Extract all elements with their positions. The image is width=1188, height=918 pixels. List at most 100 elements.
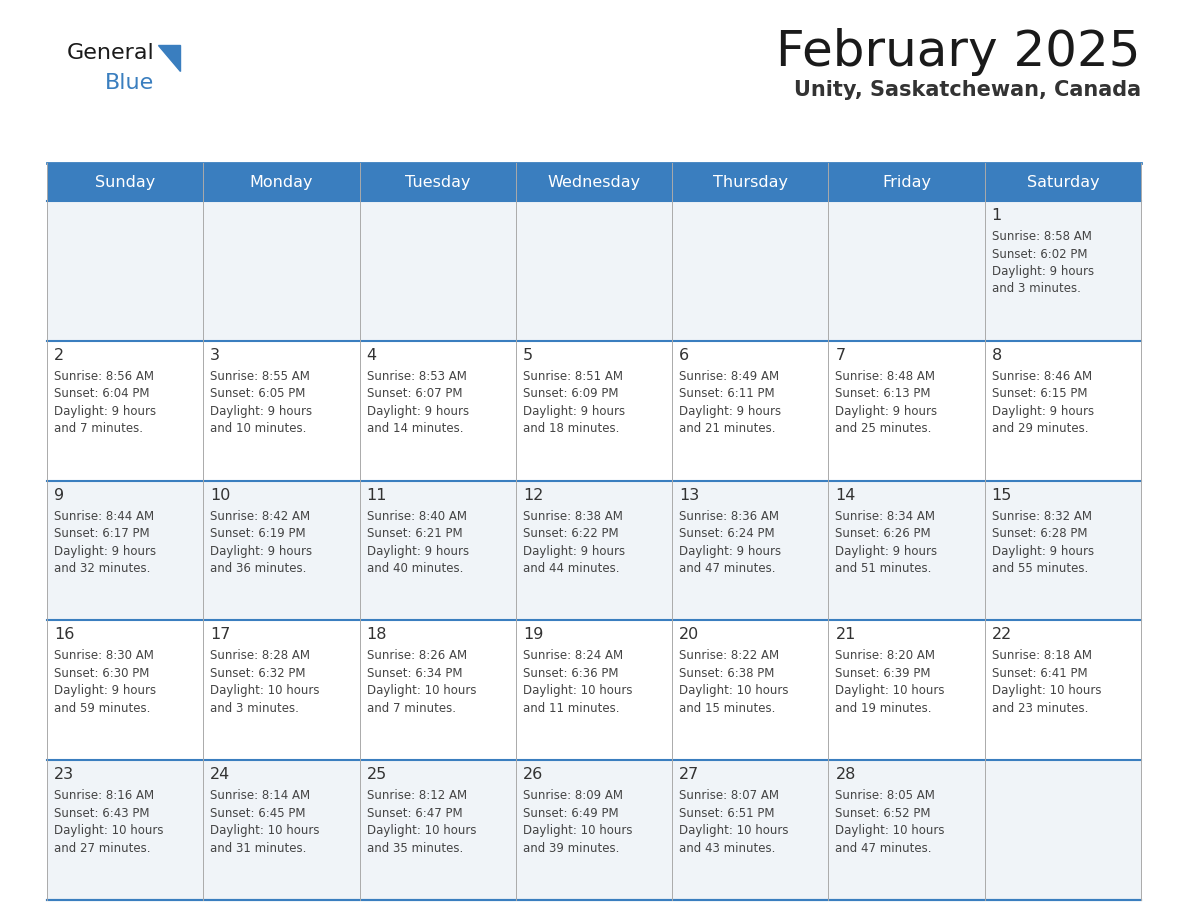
Bar (48, 341, 1140, 481)
Text: Sunrise: 8:42 AM: Sunrise: 8:42 AM (210, 509, 310, 522)
Text: Sunset: 6:02 PM: Sunset: 6:02 PM (992, 248, 1087, 261)
Text: Sunrise: 8:53 AM: Sunrise: 8:53 AM (367, 370, 467, 383)
Text: and 25 minutes.: and 25 minutes. (835, 422, 931, 435)
Text: Sunset: 6:28 PM: Sunset: 6:28 PM (992, 527, 1087, 540)
Bar (48, 163, 1140, 201)
Text: Daylight: 9 hours: Daylight: 9 hours (53, 405, 156, 418)
Polygon shape (158, 45, 181, 71)
Text: 8: 8 (992, 348, 1001, 363)
Text: 2: 2 (53, 348, 64, 363)
Text: Sunset: 6:21 PM: Sunset: 6:21 PM (367, 527, 462, 540)
Text: and 36 minutes.: and 36 minutes. (210, 562, 307, 575)
Text: Sunset: 6:52 PM: Sunset: 6:52 PM (835, 807, 931, 820)
Text: Unity, Saskatchewan, Canada: Unity, Saskatchewan, Canada (794, 80, 1140, 100)
Text: Sunrise: 8:22 AM: Sunrise: 8:22 AM (680, 649, 779, 663)
Text: Daylight: 10 hours: Daylight: 10 hours (210, 824, 320, 837)
Text: and 10 minutes.: and 10 minutes. (210, 422, 307, 435)
Text: Daylight: 10 hours: Daylight: 10 hours (523, 685, 632, 698)
Text: Sunset: 6:24 PM: Sunset: 6:24 PM (680, 527, 775, 540)
Text: and 3 minutes.: and 3 minutes. (992, 283, 1081, 296)
Text: Sunrise: 8:16 AM: Sunrise: 8:16 AM (53, 789, 154, 802)
Text: Sunset: 6:36 PM: Sunset: 6:36 PM (523, 666, 619, 680)
Bar (48, 481, 1140, 621)
Text: Sunrise: 8:26 AM: Sunrise: 8:26 AM (367, 649, 467, 663)
Text: Daylight: 10 hours: Daylight: 10 hours (835, 685, 944, 698)
Text: Daylight: 9 hours: Daylight: 9 hours (210, 405, 312, 418)
Text: Daylight: 9 hours: Daylight: 9 hours (992, 405, 1094, 418)
Text: Daylight: 9 hours: Daylight: 9 hours (523, 544, 625, 557)
Text: Blue: Blue (105, 73, 154, 93)
Text: 28: 28 (835, 767, 855, 782)
Text: Sunset: 6:47 PM: Sunset: 6:47 PM (367, 807, 462, 820)
Text: 27: 27 (680, 767, 700, 782)
Text: and 47 minutes.: and 47 minutes. (835, 842, 931, 855)
Text: Daylight: 10 hours: Daylight: 10 hours (53, 824, 164, 837)
Text: Sunrise: 8:14 AM: Sunrise: 8:14 AM (210, 789, 310, 802)
Text: Sunrise: 8:51 AM: Sunrise: 8:51 AM (523, 370, 623, 383)
Text: Monday: Monday (249, 174, 314, 189)
Text: Daylight: 9 hours: Daylight: 9 hours (53, 685, 156, 698)
Text: 18: 18 (367, 627, 387, 643)
Text: Sunrise: 8:05 AM: Sunrise: 8:05 AM (835, 789, 935, 802)
Text: Sunset: 6:34 PM: Sunset: 6:34 PM (367, 666, 462, 680)
Text: Daylight: 10 hours: Daylight: 10 hours (367, 824, 476, 837)
Text: Sunset: 6:04 PM: Sunset: 6:04 PM (53, 387, 150, 400)
Text: and 18 minutes.: and 18 minutes. (523, 422, 619, 435)
Text: Thursday: Thursday (713, 174, 788, 189)
Text: 5: 5 (523, 348, 533, 363)
Text: Sunrise: 8:56 AM: Sunrise: 8:56 AM (53, 370, 154, 383)
Text: Daylight: 10 hours: Daylight: 10 hours (835, 824, 944, 837)
Text: Daylight: 10 hours: Daylight: 10 hours (992, 685, 1101, 698)
Text: Sunset: 6:38 PM: Sunset: 6:38 PM (680, 666, 775, 680)
Bar (48, 760, 1140, 900)
Text: and 39 minutes.: and 39 minutes. (523, 842, 619, 855)
Text: Sunrise: 8:36 AM: Sunrise: 8:36 AM (680, 509, 779, 522)
Text: and 27 minutes.: and 27 minutes. (53, 842, 151, 855)
Text: Sunrise: 8:24 AM: Sunrise: 8:24 AM (523, 649, 623, 663)
Text: Sunset: 6:15 PM: Sunset: 6:15 PM (992, 387, 1087, 400)
Text: Sunset: 6:51 PM: Sunset: 6:51 PM (680, 807, 775, 820)
Text: Sunrise: 8:38 AM: Sunrise: 8:38 AM (523, 509, 623, 522)
Text: 13: 13 (680, 487, 700, 502)
Text: and 47 minutes.: and 47 minutes. (680, 562, 776, 575)
Text: Sunset: 6:11 PM: Sunset: 6:11 PM (680, 387, 775, 400)
Text: Sunrise: 8:09 AM: Sunrise: 8:09 AM (523, 789, 623, 802)
Text: Daylight: 9 hours: Daylight: 9 hours (210, 544, 312, 557)
Text: General: General (67, 43, 154, 63)
Text: 20: 20 (680, 627, 700, 643)
Text: Sunrise: 8:55 AM: Sunrise: 8:55 AM (210, 370, 310, 383)
Text: Daylight: 9 hours: Daylight: 9 hours (992, 544, 1094, 557)
Text: Sunrise: 8:28 AM: Sunrise: 8:28 AM (210, 649, 310, 663)
Text: Sunrise: 8:48 AM: Sunrise: 8:48 AM (835, 370, 935, 383)
Text: Daylight: 9 hours: Daylight: 9 hours (992, 265, 1094, 278)
Text: 9: 9 (53, 487, 64, 502)
Text: Daylight: 9 hours: Daylight: 9 hours (523, 405, 625, 418)
Text: Sunrise: 8:18 AM: Sunrise: 8:18 AM (992, 649, 1092, 663)
Text: 21: 21 (835, 627, 855, 643)
Text: Daylight: 10 hours: Daylight: 10 hours (680, 824, 789, 837)
Text: Sunset: 6:09 PM: Sunset: 6:09 PM (523, 387, 619, 400)
Text: and 15 minutes.: and 15 minutes. (680, 702, 776, 715)
Text: Tuesday: Tuesday (405, 174, 470, 189)
Text: Sunset: 6:30 PM: Sunset: 6:30 PM (53, 666, 150, 680)
Text: and 55 minutes.: and 55 minutes. (992, 562, 1088, 575)
Bar (48, 201, 1140, 341)
Text: and 29 minutes.: and 29 minutes. (992, 422, 1088, 435)
Text: 17: 17 (210, 627, 230, 643)
Text: Daylight: 9 hours: Daylight: 9 hours (53, 544, 156, 557)
Text: and 35 minutes.: and 35 minutes. (367, 842, 463, 855)
Text: Wednesday: Wednesday (548, 174, 640, 189)
Text: 26: 26 (523, 767, 543, 782)
Bar (48, 621, 1140, 760)
Text: Daylight: 10 hours: Daylight: 10 hours (523, 824, 632, 837)
Text: 3: 3 (210, 348, 220, 363)
Text: Sunrise: 8:07 AM: Sunrise: 8:07 AM (680, 789, 779, 802)
Text: 22: 22 (992, 627, 1012, 643)
Text: Daylight: 9 hours: Daylight: 9 hours (835, 405, 937, 418)
Text: and 31 minutes.: and 31 minutes. (210, 842, 307, 855)
Text: Sunday: Sunday (95, 174, 156, 189)
Text: 19: 19 (523, 627, 543, 643)
Text: 15: 15 (992, 487, 1012, 502)
Text: and 43 minutes.: and 43 minutes. (680, 842, 776, 855)
Text: and 11 minutes.: and 11 minutes. (523, 702, 619, 715)
